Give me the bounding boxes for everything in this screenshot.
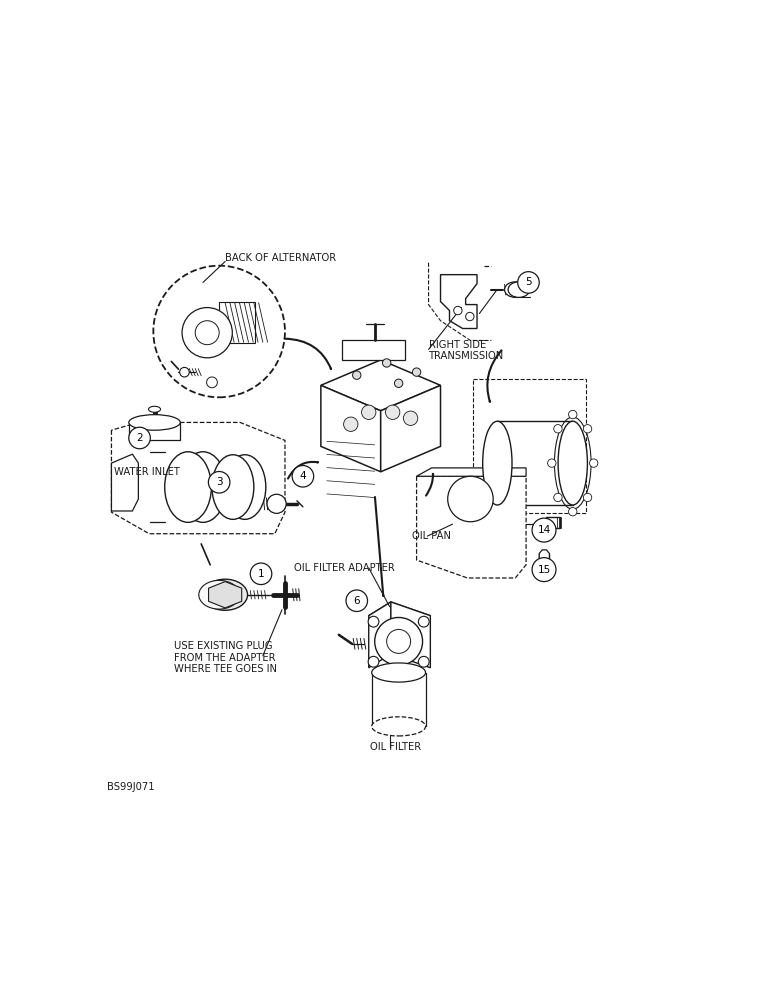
Ellipse shape [129,415,181,430]
Text: WATER INLET: WATER INLET [114,467,181,477]
Polygon shape [538,520,550,534]
Text: OIL FILTER: OIL FILTER [370,742,421,752]
Circle shape [374,617,422,665]
Text: BACK OF ALTERNATOR: BACK OF ALTERNATOR [225,253,337,263]
Text: 2: 2 [137,433,143,443]
Circle shape [584,425,592,433]
Polygon shape [539,550,550,562]
Circle shape [412,368,421,376]
Polygon shape [130,422,181,440]
Ellipse shape [558,421,587,505]
Ellipse shape [203,579,248,610]
Polygon shape [369,602,391,668]
Circle shape [250,563,272,585]
Circle shape [568,410,577,419]
Ellipse shape [505,282,526,297]
Circle shape [568,508,577,516]
Circle shape [532,558,556,582]
Circle shape [387,629,411,653]
Text: 1: 1 [258,569,264,579]
Text: 14: 14 [537,525,550,535]
Polygon shape [321,385,381,472]
Text: 5: 5 [525,277,532,287]
Circle shape [547,459,556,467]
Polygon shape [111,422,285,534]
Polygon shape [417,476,526,578]
Ellipse shape [508,282,530,297]
Circle shape [208,471,230,493]
Circle shape [344,417,358,431]
Circle shape [346,590,367,611]
Polygon shape [539,554,550,565]
Polygon shape [111,454,138,511]
Circle shape [532,518,556,542]
Circle shape [353,371,361,379]
Text: USE EXISTING PLUG
FROM THE ADAPTER
WHERE TEE GOES IN: USE EXISTING PLUG FROM THE ADAPTER WHERE… [174,641,277,674]
Circle shape [394,379,403,387]
Ellipse shape [148,406,161,412]
Circle shape [466,312,474,321]
Polygon shape [342,340,405,360]
Ellipse shape [164,452,212,522]
Text: 15: 15 [537,565,550,575]
Text: OIL FILTER ADAPTER: OIL FILTER ADAPTER [294,563,394,573]
Text: 6: 6 [354,596,360,606]
Polygon shape [219,302,255,343]
Circle shape [404,411,418,425]
Polygon shape [381,385,441,472]
Text: 4: 4 [300,471,306,481]
Ellipse shape [199,580,239,609]
Circle shape [382,359,391,367]
Circle shape [418,616,429,627]
Polygon shape [369,602,430,629]
Ellipse shape [212,455,254,519]
Text: RIGHT SIDE
TRANSMISSION: RIGHT SIDE TRANSMISSION [428,340,504,361]
Polygon shape [391,602,430,668]
Text: BS99J071: BS99J071 [107,782,155,792]
Circle shape [182,308,232,358]
Circle shape [554,493,562,502]
Circle shape [454,306,462,315]
Ellipse shape [372,717,425,736]
Ellipse shape [180,452,226,522]
Circle shape [418,656,429,667]
Ellipse shape [224,455,266,519]
Circle shape [448,476,493,522]
Polygon shape [208,582,242,608]
Circle shape [267,494,286,513]
Circle shape [368,656,379,667]
Circle shape [385,405,400,419]
Polygon shape [321,360,441,411]
Polygon shape [417,468,526,476]
Polygon shape [547,517,560,528]
Circle shape [554,425,562,433]
Circle shape [154,266,285,397]
Circle shape [584,493,592,502]
Circle shape [292,466,313,487]
Circle shape [368,616,379,627]
Polygon shape [441,275,477,329]
Circle shape [518,272,540,293]
Ellipse shape [372,663,425,682]
Circle shape [129,427,151,449]
Circle shape [195,321,219,345]
Ellipse shape [482,421,512,505]
Text: OIL PAN: OIL PAN [411,531,451,541]
Circle shape [207,377,218,388]
Circle shape [180,367,189,377]
Text: 3: 3 [216,477,222,487]
Circle shape [361,405,376,419]
Circle shape [590,459,598,467]
